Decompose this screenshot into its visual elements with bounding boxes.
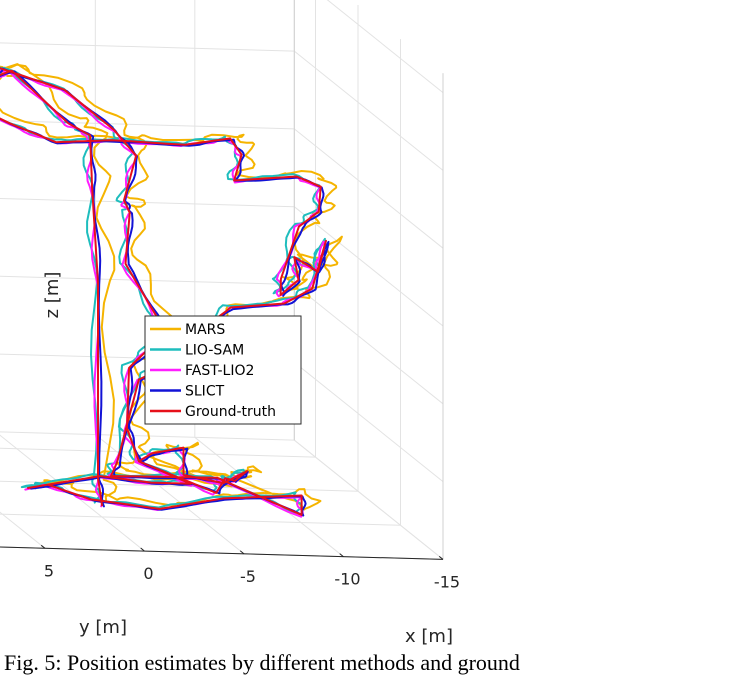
legend-label: FAST-LIO2 [185,363,254,379]
legend-label: LIO-SAM [185,343,244,359]
grid-line [326,0,444,93]
x-tick-label: -10 [334,570,360,589]
x-tick-mark [339,553,344,558]
x-tick-label: 5 [44,561,54,580]
grid-line [0,511,46,549]
tick-labels: 024681012-20-100101050-5-10-15 [44,561,460,591]
legend-label: Ground-truth [185,404,276,420]
grid-line [293,206,444,327]
legend-label: SLICT [185,384,225,400]
figure-caption: Fig. 5: Position estimates by different … [4,650,520,675]
z-axis-label: z [m] [42,272,63,319]
legend: MARS LIO-SAM FAST-LIO2 SLICT Ground-truth [144,315,302,425]
grid-line [0,42,295,52]
grid-line [0,513,401,526]
x-tick-mark [438,556,444,560]
grid-line [293,439,444,560]
x-tick-mark [239,550,245,555]
grid-line [0,480,359,492]
grid-line [0,434,145,552]
x-axis-label: x [m] [405,626,453,647]
grid-line [293,361,444,482]
grid-line [0,120,295,130]
legend-label: MARS [185,322,225,338]
axes-grid [0,0,444,560]
grid-line [0,431,295,441]
grid-line [293,128,444,249]
y-axis-label: y [m] [79,617,127,638]
x-tick-label: -5 [240,567,256,586]
x-tick-label: -15 [434,572,460,591]
x-tick-mark [40,544,46,549]
x-tick-mark [140,547,145,552]
x-axis-line [0,546,444,560]
grid-line [0,275,295,285]
grid-line [0,197,295,208]
grid-line [293,284,444,405]
grid-line [293,50,444,171]
x-tick-label: 0 [143,564,153,583]
grid-line [0,447,316,458]
